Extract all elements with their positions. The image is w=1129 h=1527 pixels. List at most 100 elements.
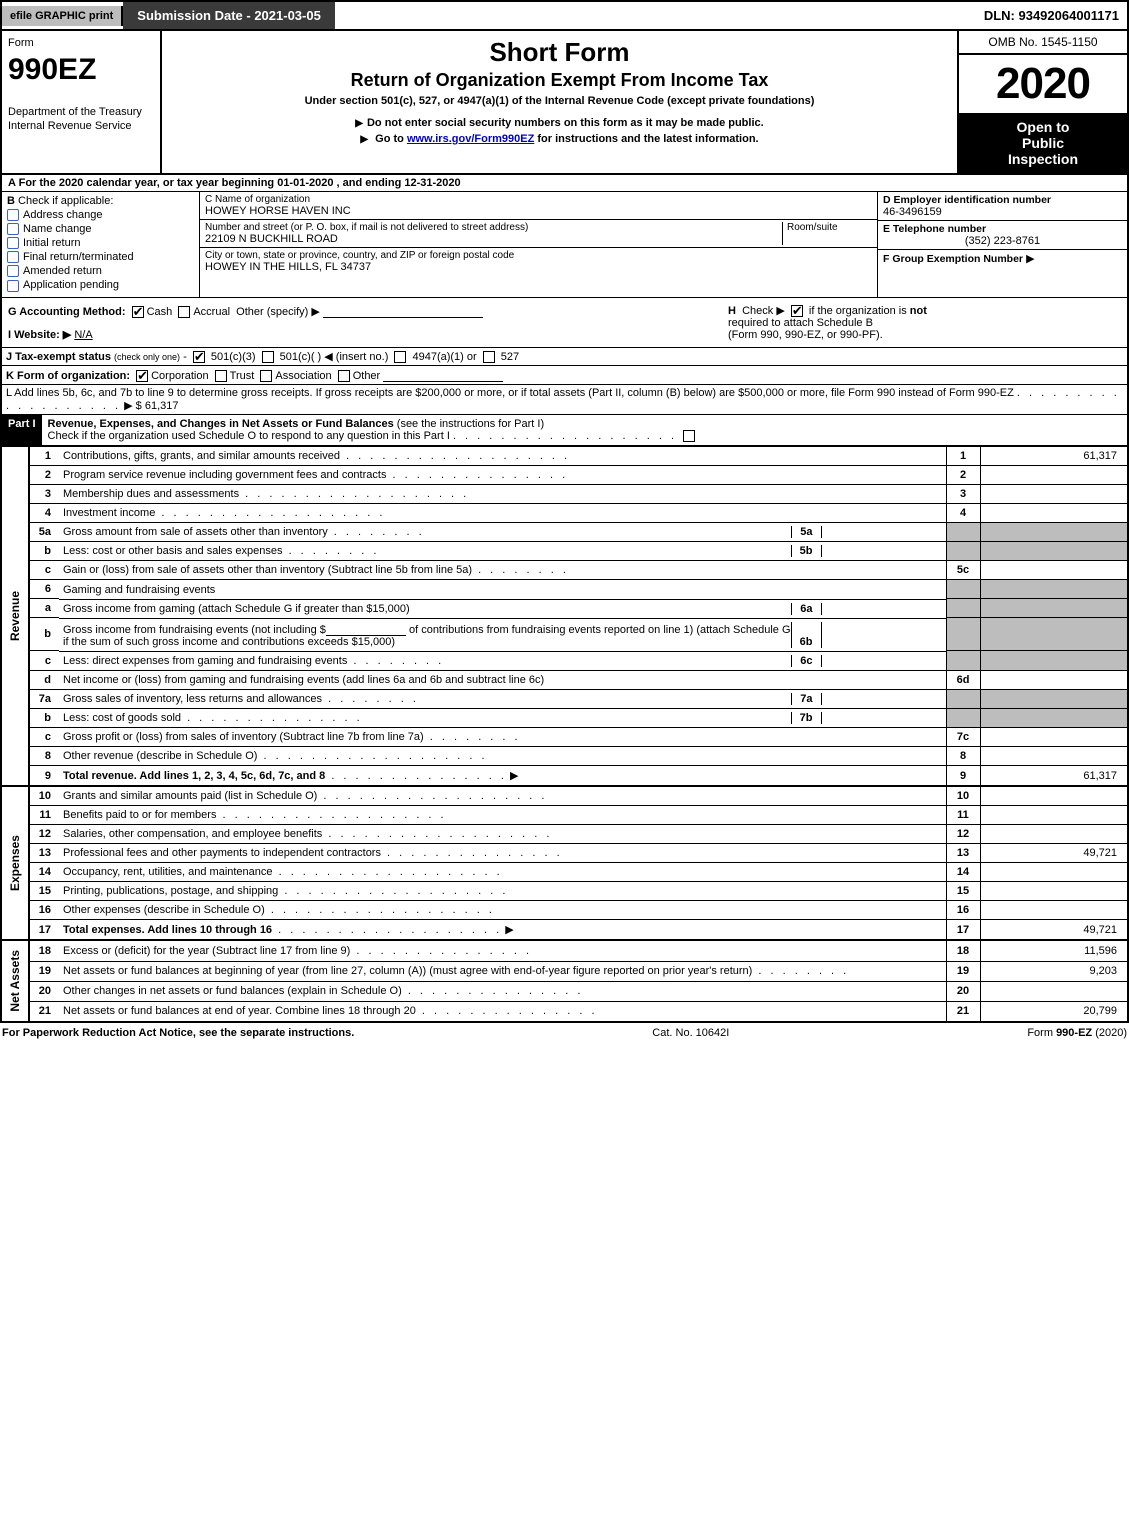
inbox-val (822, 603, 942, 615)
chk-name-change[interactable]: Name change (7, 223, 194, 235)
shade-cell (980, 522, 1128, 541)
line-num: 20 (29, 981, 59, 1001)
line-num: 11 (29, 806, 59, 825)
chk-assoc[interactable] (260, 370, 272, 382)
line-desc: Salaries, other compensation, and employ… (63, 828, 322, 840)
chk-501c[interactable] (262, 351, 274, 363)
sub3-pre: Go to (375, 133, 407, 145)
table-row: 12Salaries, other compensation, and empl… (1, 825, 1128, 844)
dots-icon (381, 847, 563, 859)
part-i-header-row: Part I Revenue, Expenses, and Changes in… (0, 415, 1129, 446)
shade-cell (980, 618, 1128, 651)
line-rval (980, 484, 1128, 503)
line-num: 2 (29, 465, 59, 484)
h-t4: (Form 990, 990-EZ, or 990-PF). (728, 329, 883, 341)
c-city-label: City or town, state or province, country… (205, 250, 872, 261)
table-row: 16Other expenses (describe in Schedule O… (1, 901, 1128, 920)
chk-corp[interactable] (136, 370, 148, 382)
k-other-blank[interactable] (383, 368, 503, 382)
shade-cell (980, 580, 1128, 599)
inbox-val (822, 693, 942, 705)
short-form-title: Short Form (172, 37, 947, 68)
table-row: Expenses 10 Grants and similar amounts p… (1, 786, 1128, 806)
part-i-note: (see the instructions for Part I) (397, 418, 544, 430)
form-word: Form (8, 37, 34, 49)
dots-icon (283, 545, 380, 557)
line-desc: Less: cost of goods sold (63, 712, 181, 724)
chk-527[interactable] (483, 351, 495, 363)
chk-scho[interactable] (683, 430, 695, 442)
page-footer: For Paperwork Reduction Act Notice, see … (0, 1023, 1129, 1039)
amount-blank[interactable] (326, 622, 406, 636)
g-other-blank[interactable] (323, 304, 483, 318)
chk-accrual[interactable] (178, 306, 190, 318)
line-rnum: 7c (946, 728, 980, 747)
inbox-label: 7b (791, 712, 822, 724)
h-t2: if the organization is (809, 305, 910, 317)
line-num: c (29, 728, 59, 747)
shade-cell (946, 651, 980, 671)
d-label: D Employer identification number (883, 194, 1122, 206)
c-name-val: HOWEY HORSE HAVEN INC (205, 205, 872, 217)
table-row: 14Occupancy, rent, utilities, and mainte… (1, 863, 1128, 882)
title-block: Form 990EZ Department of the Treasury In… (0, 31, 1129, 175)
line-rnum: 5c (946, 561, 980, 580)
line-num: 21 (29, 1001, 59, 1022)
line-num: a (29, 599, 59, 618)
efile-print-button[interactable]: efile GRAPHIC print (2, 6, 123, 26)
i-label: I Website: ▶ (8, 329, 71, 341)
line-rnum: 11 (946, 806, 980, 825)
line-desc: Gross income from fundraising events (no… (63, 624, 326, 636)
line-num: 16 (29, 901, 59, 920)
shade-cell (946, 580, 980, 599)
g-cash: Cash (147, 305, 173, 317)
table-row: b Less: cost or other basis and sales ex… (1, 541, 1128, 561)
line-rval (980, 503, 1128, 522)
line-desc: Investment income (63, 507, 155, 519)
table-row: b Less: cost of goods sold7b (1, 708, 1128, 728)
dept-line1: Department of the Treasury (8, 106, 142, 118)
row-k: K Form of organization: Corporation Trus… (0, 366, 1129, 385)
c-street-label: Number and street (or P. O. box, if mail… (205, 222, 782, 233)
chk-4947[interactable] (394, 351, 406, 363)
line-desc: Excess or (deficit) for the year (Subtra… (63, 945, 350, 957)
table-row: Revenue 1 Contributions, gifts, grants, … (1, 446, 1128, 465)
chk-cash[interactable] (132, 306, 144, 318)
omb-number: OMB No. 1545-1150 (959, 31, 1127, 55)
chk-501c3[interactable] (193, 351, 205, 363)
chk-h[interactable] (791, 305, 803, 317)
line-rval (980, 806, 1128, 825)
insp3: Inspection (1008, 151, 1078, 167)
chk-initial-return[interactable]: Initial return (7, 237, 194, 249)
chk-trust[interactable] (215, 370, 227, 382)
table-row: c Gross profit or (loss) from sales of i… (1, 728, 1128, 747)
chk-address-change[interactable]: Address change (7, 209, 194, 221)
line-rnum: 18 (946, 940, 980, 961)
inbox-label: 6c (791, 655, 821, 667)
chk-other[interactable] (338, 370, 350, 382)
chk-application-pending[interactable]: Application pending (7, 279, 194, 291)
line-rval: 9,203 (980, 961, 1128, 981)
top-bar: efile GRAPHIC print Submission Date - 20… (0, 0, 1129, 31)
dots-icon (347, 655, 444, 667)
footer-right: Form 990-EZ (2020) (1027, 1027, 1127, 1039)
footer-r-pre: Form (1027, 1027, 1056, 1039)
irs-link[interactable]: www.irs.gov/Form990EZ (407, 133, 534, 145)
shade-cell (946, 599, 980, 618)
shade-cell (980, 689, 1128, 708)
table-row: d Net income or (loss) from gaming and f… (1, 670, 1128, 689)
chk-final-return[interactable]: Final return/terminated (7, 251, 194, 263)
line-num: d (29, 670, 59, 689)
g-label: G Accounting Method: (8, 305, 126, 317)
inbox-val (822, 545, 942, 557)
line-desc: Gross income from gaming (attach Schedul… (63, 603, 791, 615)
dots-icon (340, 450, 570, 462)
chk-amended-return[interactable]: Amended return (7, 265, 194, 277)
line-rnum: 1 (946, 446, 980, 465)
part-i-title: Revenue, Expenses, and Changes in Net As… (42, 415, 705, 445)
line-rnum: 19 (946, 961, 980, 981)
table-row: 3 Membership dues and assessments 3 (1, 484, 1128, 503)
l-amount: $ 61,317 (136, 400, 179, 412)
part-i-checkline: Check if the organization used Schedule … (48, 430, 450, 442)
line-rnum: 13 (946, 844, 980, 863)
